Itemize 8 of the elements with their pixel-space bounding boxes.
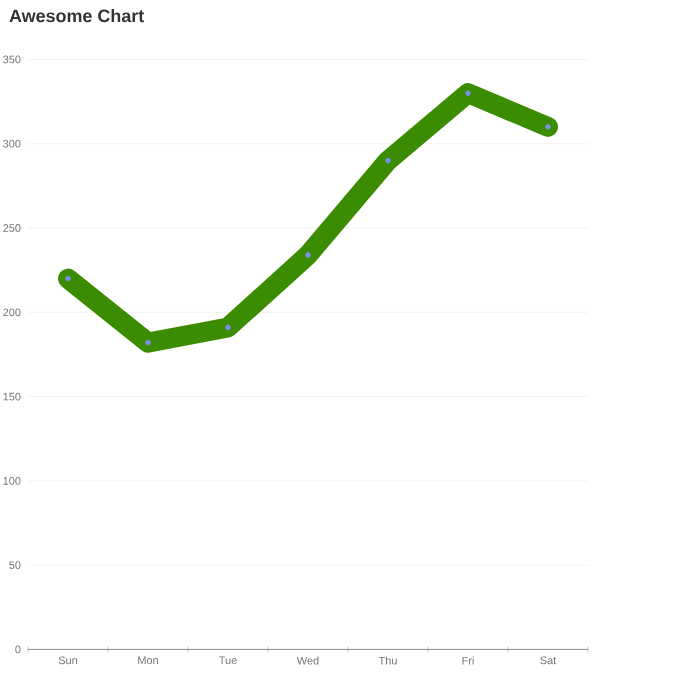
point	[65, 275, 71, 282]
point	[385, 157, 391, 164]
chart-title: Awesome Chart	[9, 9, 144, 23]
point	[545, 124, 551, 130]
point	[225, 324, 231, 331]
point	[465, 90, 471, 96]
point	[145, 339, 151, 346]
point	[305, 252, 311, 258]
